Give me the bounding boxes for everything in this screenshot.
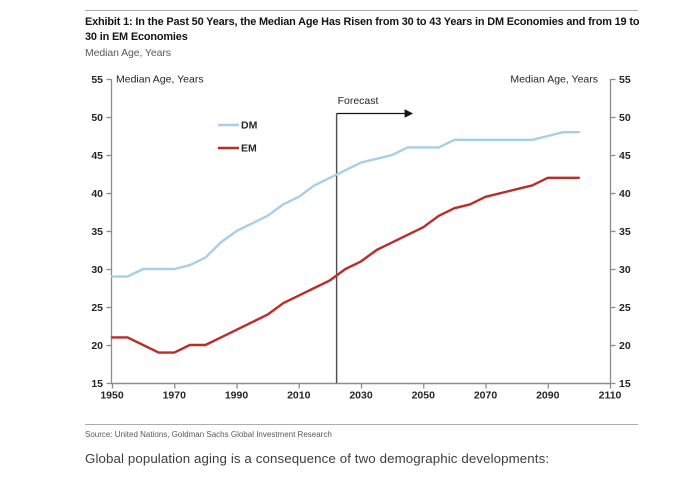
legend-label-em: EM — [241, 143, 257, 155]
tick-labels: 15 15 20 20 25 25 30 30 35 35 40 40 45 45 50 50 55 55 1950… — [91, 74, 631, 402]
x-tick-label: 2070 — [474, 390, 498, 402]
x-tick-label: 2090 — [536, 390, 560, 402]
series-line-dm — [110, 130, 581, 278]
x-tick-label: 2050 — [412, 390, 436, 402]
source-note: Source: United Nations, Goldman Sachs Gl… — [85, 430, 332, 439]
y-tick-label-right: 30 — [619, 264, 631, 276]
y-tick-label-left: 50 — [91, 112, 103, 124]
y-tick-label-left: 35 — [91, 226, 103, 238]
top-divider — [85, 10, 638, 11]
forecast-marker: Forecast — [335, 95, 414, 383]
y-tick-label-right: 15 — [619, 378, 631, 390]
y-tick-label-left: 25 — [91, 302, 103, 314]
body-paragraph: Global population aging is a consequence… — [85, 451, 550, 466]
x-tick-label: 2010 — [287, 390, 311, 402]
axes — [106, 78, 616, 389]
y-tick-label-right: 20 — [619, 340, 631, 352]
y-tick-label-right: 45 — [619, 150, 631, 162]
series-line-em — [110, 176, 581, 354]
forecast-label: Forecast — [338, 95, 379, 107]
x-tick-label: 1970 — [163, 390, 187, 402]
y-tick-label-right: 40 — [619, 188, 631, 200]
axis-titles: Median Age, Years Median Age, Years — [116, 74, 598, 86]
y-tick-label-right: 50 — [619, 112, 631, 124]
x-tick-label: 1990 — [225, 390, 249, 402]
y-tick-label-right: 35 — [619, 226, 631, 238]
y-tick-label-right: 25 — [619, 302, 631, 314]
legend-label-dm: DM — [241, 120, 258, 132]
y-tick-label-left: 45 — [91, 150, 103, 162]
y-tick-label-left: 15 — [91, 378, 103, 390]
exhibit-title: Exhibit 1: In the Past 50 Years, the Med… — [85, 16, 640, 43]
exhibit-subtitle: Median Age, Years — [85, 47, 171, 59]
source-divider — [85, 424, 638, 425]
legend: DM EM — [218, 120, 258, 155]
y-axis-title-left: Median Age, Years — [116, 74, 204, 86]
y-tick-label-left: 55 — [91, 74, 103, 86]
y-tick-label-left: 30 — [91, 264, 103, 276]
x-tick-label: 1950 — [100, 390, 124, 402]
median-age-line-chart: 15 15 20 20 25 25 30 30 35 35 40 40 45 45 50 50 55 55 1950… — [91, 74, 631, 402]
y-axis-title-right: Median Age, Years — [510, 74, 598, 86]
forecast-arrow-head — [404, 109, 414, 118]
y-tick-label-left: 20 — [91, 340, 103, 352]
x-tick-label: 2110 — [599, 390, 622, 402]
x-tick-label: 2030 — [349, 390, 373, 402]
y-tick-label-right: 55 — [619, 74, 631, 86]
y-tick-label-left: 40 — [91, 188, 103, 200]
